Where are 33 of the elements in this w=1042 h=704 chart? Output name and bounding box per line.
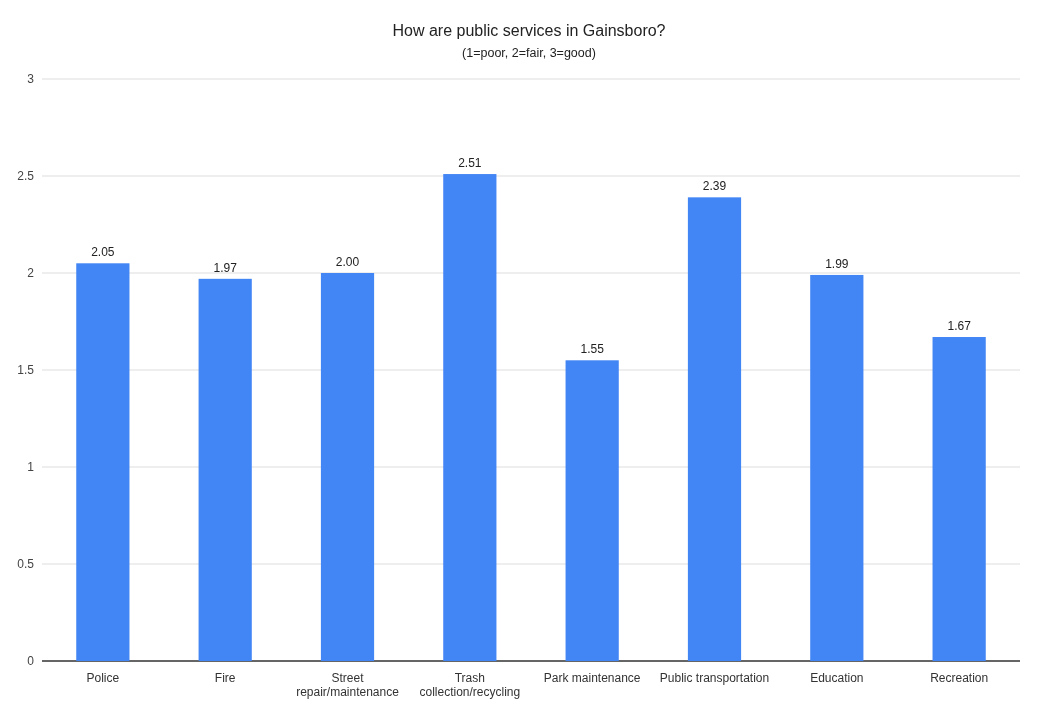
y-tick-label: 2 <box>27 266 35 281</box>
chart-subtitle: (1=poor, 2=fair, 3=good) <box>462 46 596 60</box>
data-label: 1.97 <box>213 260 238 275</box>
data-label: 2.05 <box>91 245 115 260</box>
bar <box>932 337 986 661</box>
x-tick-label: Park maintenance <box>543 671 641 685</box>
y-tick-label: 0.5 <box>17 557 35 572</box>
bar <box>687 197 742 661</box>
y-tick-label: 3 <box>27 72 35 87</box>
x-tick-label: Street repair/maintenance <box>296 671 400 699</box>
data-label: 2.39 <box>702 179 727 194</box>
x-tick-label: Education <box>810 671 864 685</box>
data-label: 2.00 <box>335 255 360 269</box>
bar <box>198 278 252 661</box>
bar <box>565 360 619 661</box>
bar <box>443 174 497 661</box>
x-tick-label: Public transportation <box>659 671 770 685</box>
data-label: 1.99 <box>825 256 849 271</box>
bar <box>76 263 130 661</box>
x-tick-label: Fire <box>214 671 236 685</box>
x-tick-label: Police <box>86 671 120 685</box>
chart-title: How are public services in Gainsboro? <box>392 22 666 39</box>
x-tick-label: Recreation <box>930 671 989 685</box>
x-tick-label: Trash collection/recycling <box>419 671 521 699</box>
data-label: 1.67 <box>947 319 972 334</box>
y-tick-label: 0 <box>27 654 35 669</box>
y-tick-label: 2.5 <box>17 169 35 184</box>
bar <box>810 274 864 661</box>
y-tick-label: 1 <box>27 460 35 475</box>
data-label: 2.51 <box>458 156 482 171</box>
bar <box>320 273 375 661</box>
data-label: 1.55 <box>580 342 605 357</box>
y-tick-label: 1.5 <box>17 363 35 378</box>
